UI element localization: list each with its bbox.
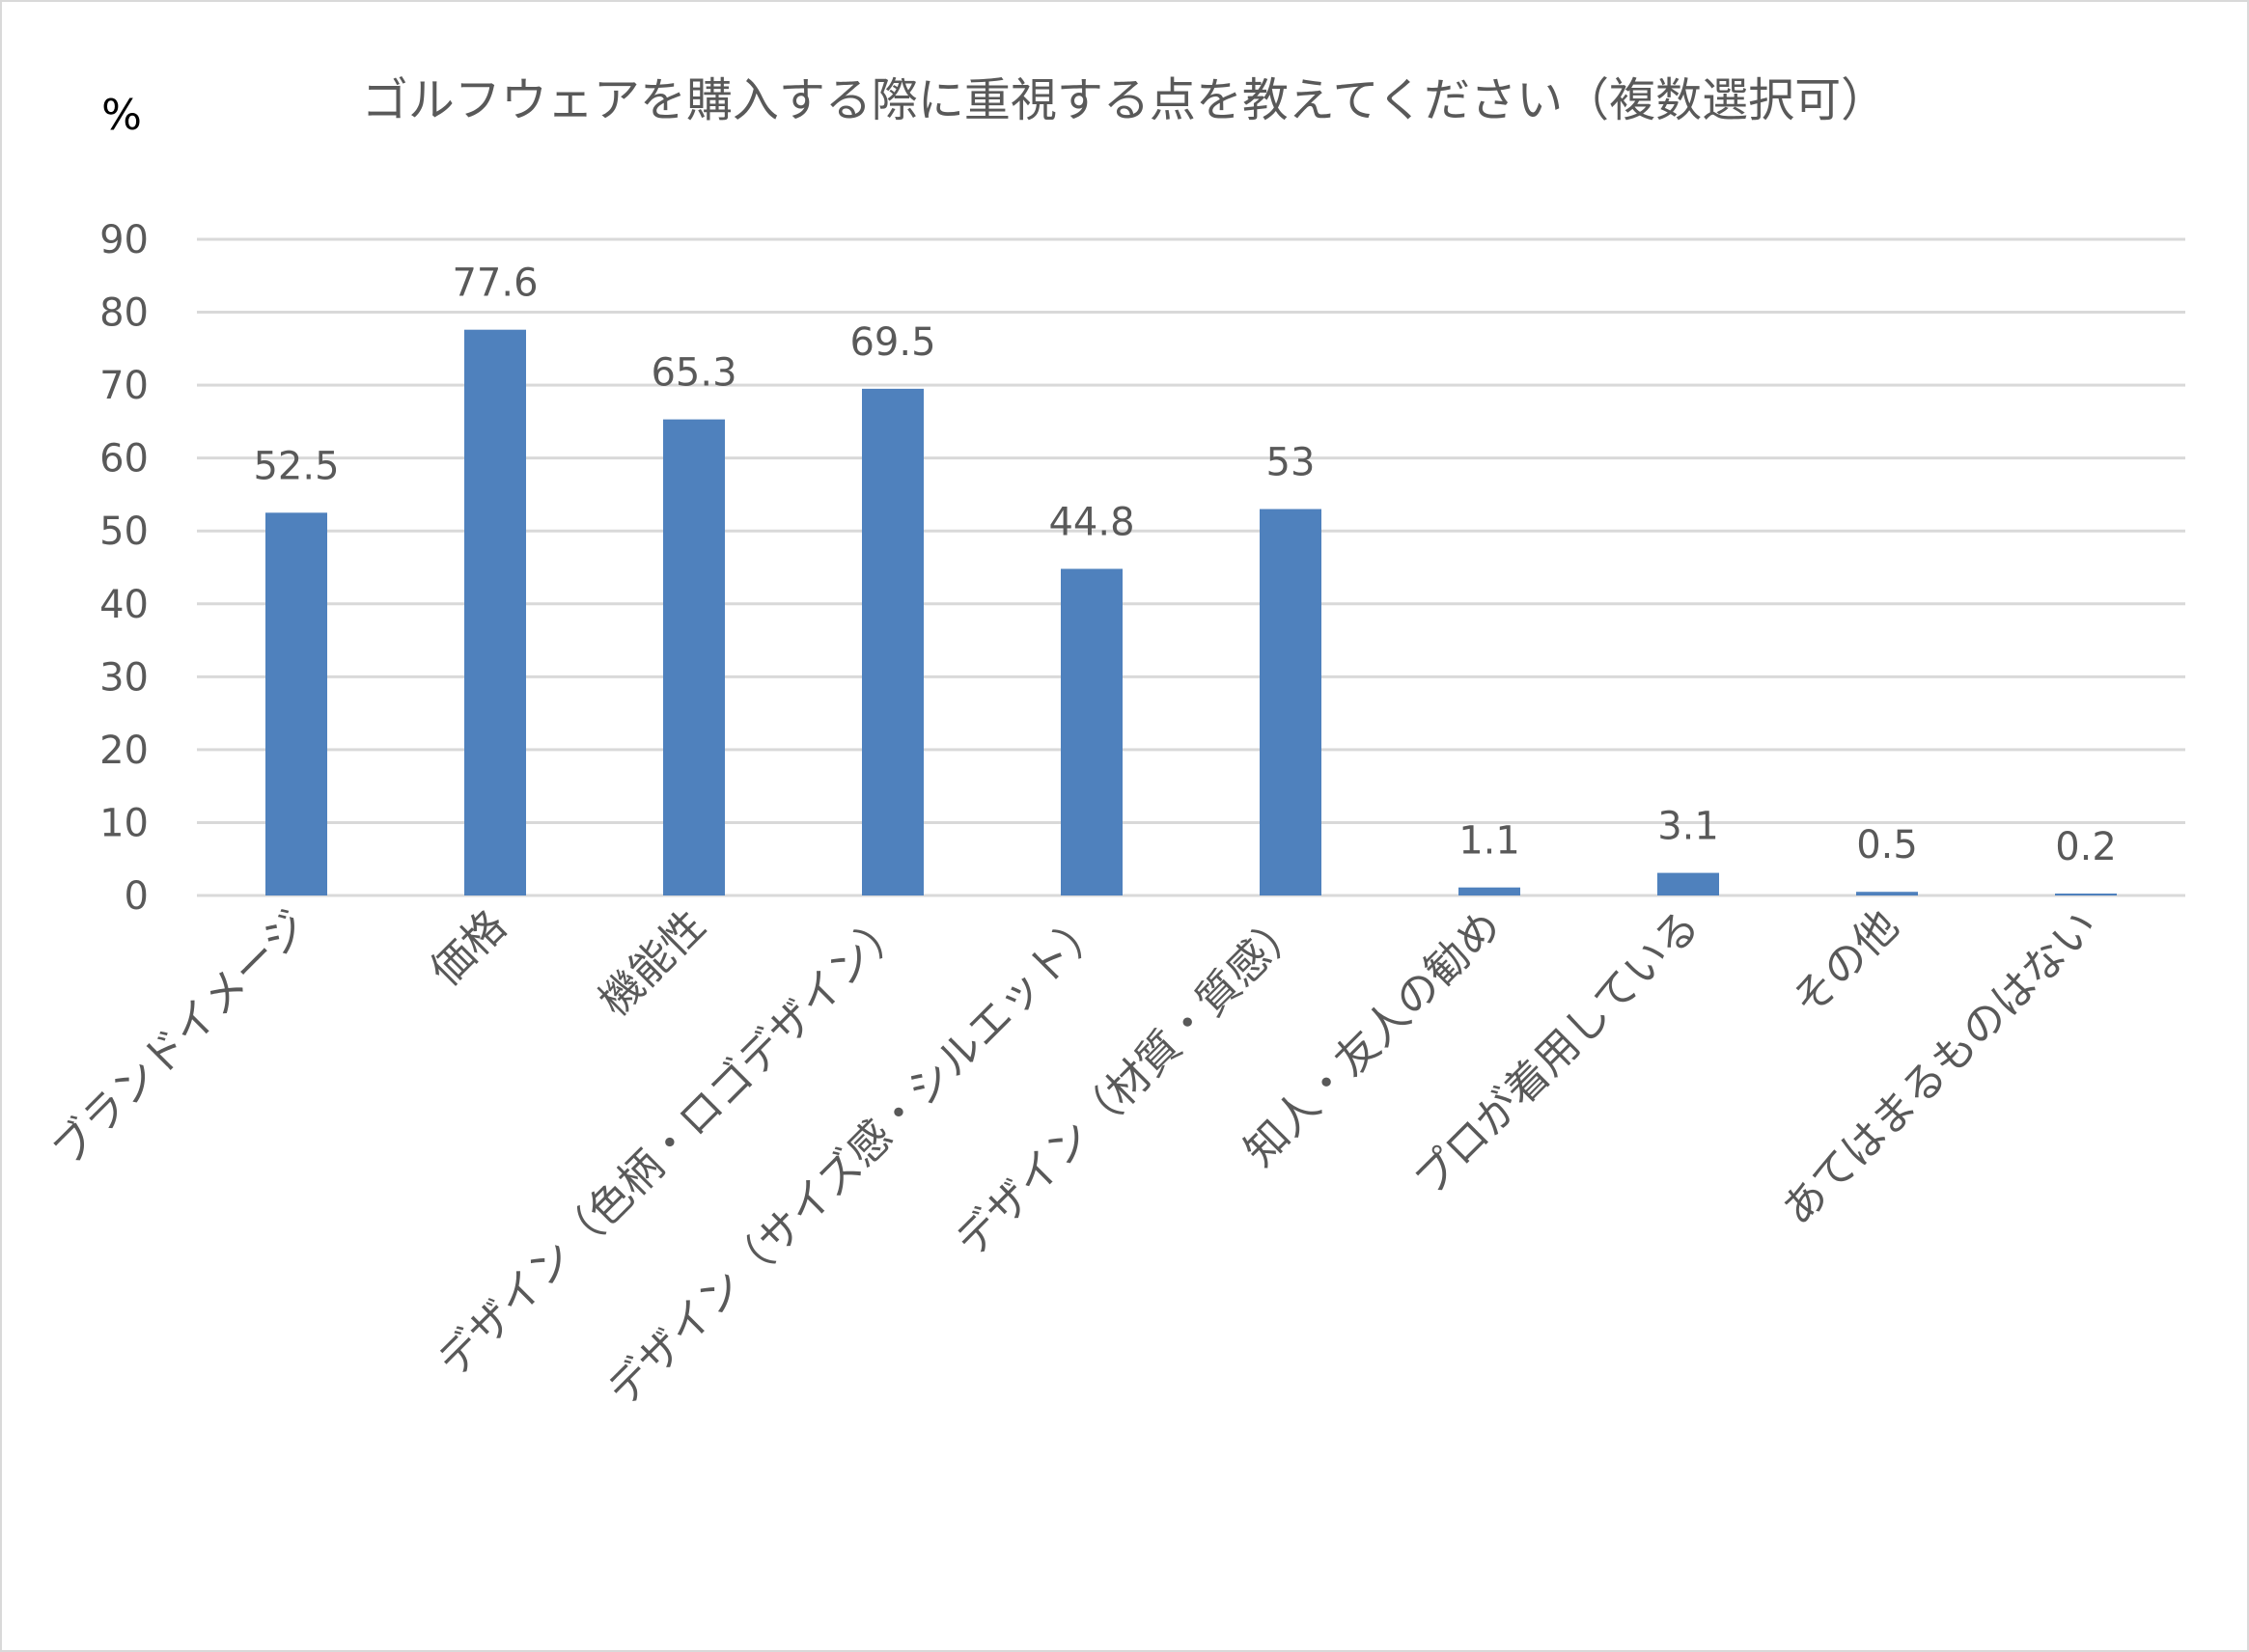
bar xyxy=(464,329,526,895)
bar xyxy=(1458,887,1520,895)
y-tick-label: 30 xyxy=(99,655,149,700)
y-tick-label: 70 xyxy=(99,364,149,408)
data-labels: 52.5 77.6 65.3 69.5 44.8 53 1.1 3.1 0.5 0.2 xyxy=(253,262,2116,869)
data-label: 3.1 xyxy=(1657,805,1719,849)
bar xyxy=(663,419,725,895)
y-tick-label: 50 xyxy=(99,509,149,554)
y-axis-ticks: 0 10 20 30 40 50 60 70 80 90 xyxy=(99,218,149,919)
y-tick-label: 80 xyxy=(99,291,149,336)
x-category-label: その他 xyxy=(1783,901,1907,1026)
data-label: 0.2 xyxy=(2055,825,2117,869)
y-tick-label: 60 xyxy=(99,437,149,482)
x-category-label: 価格 xyxy=(421,901,515,996)
data-label: 65.3 xyxy=(651,351,736,396)
data-label: 69.5 xyxy=(849,320,935,365)
y-axis-unit-label: % xyxy=(101,91,142,140)
x-axis-category-labels: ブランドイメージ 価格 機能性デザイン（色柄・ロゴデザイン）デザイン（サイズ感・シル… xyxy=(42,901,2106,1416)
y-tick-label: 90 xyxy=(99,218,149,262)
x-category-label: デザイン（材質・質感） xyxy=(946,901,1311,1266)
y-tick-label: 0 xyxy=(125,874,149,919)
data-label: 77.6 xyxy=(452,262,538,306)
gridlines xyxy=(197,237,2185,897)
bar xyxy=(1260,509,1321,895)
x-category-label: 機能性 xyxy=(590,901,714,1026)
y-tick-label: 10 xyxy=(99,801,149,845)
bar xyxy=(862,388,924,895)
data-label: 52.5 xyxy=(253,444,339,488)
y-tick-label: 40 xyxy=(99,583,149,627)
bar xyxy=(1856,892,1918,895)
bar xyxy=(1061,568,1123,895)
x-category-label: ブランドイメージ xyxy=(42,901,317,1175)
bar xyxy=(265,512,327,895)
y-tick-label: 20 xyxy=(99,729,149,773)
bar xyxy=(1657,872,1719,895)
data-label: 0.5 xyxy=(1856,823,1918,867)
bar xyxy=(2055,894,2117,895)
data-label: 44.8 xyxy=(1048,501,1134,545)
bars xyxy=(265,329,2117,895)
chart-title: ゴルフウェアを購入する際に重視する点を教えてください（複数選択可） xyxy=(362,73,1887,127)
data-label: 53 xyxy=(1266,441,1316,485)
data-label: 1.1 xyxy=(1458,819,1520,864)
